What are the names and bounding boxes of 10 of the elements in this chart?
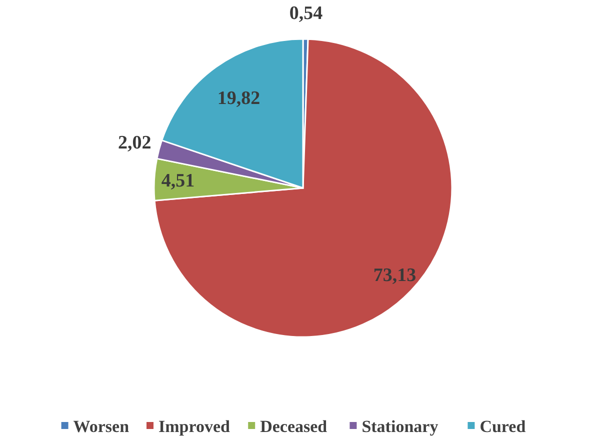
data-label: 4,51 — [161, 170, 195, 192]
data-label: 0,54 — [289, 3, 324, 24]
data-label: 73,13 — [373, 264, 416, 286]
legend-label: Deceased — [260, 417, 328, 436]
legend-label: Stationary — [362, 417, 439, 436]
data-label: 2,02 — [118, 132, 152, 154]
data-label: 19,82 — [217, 88, 260, 109]
legend-label: Worsen — [73, 417, 130, 436]
legend-label: Improved — [158, 417, 231, 436]
legend-label: Cured — [480, 417, 526, 436]
